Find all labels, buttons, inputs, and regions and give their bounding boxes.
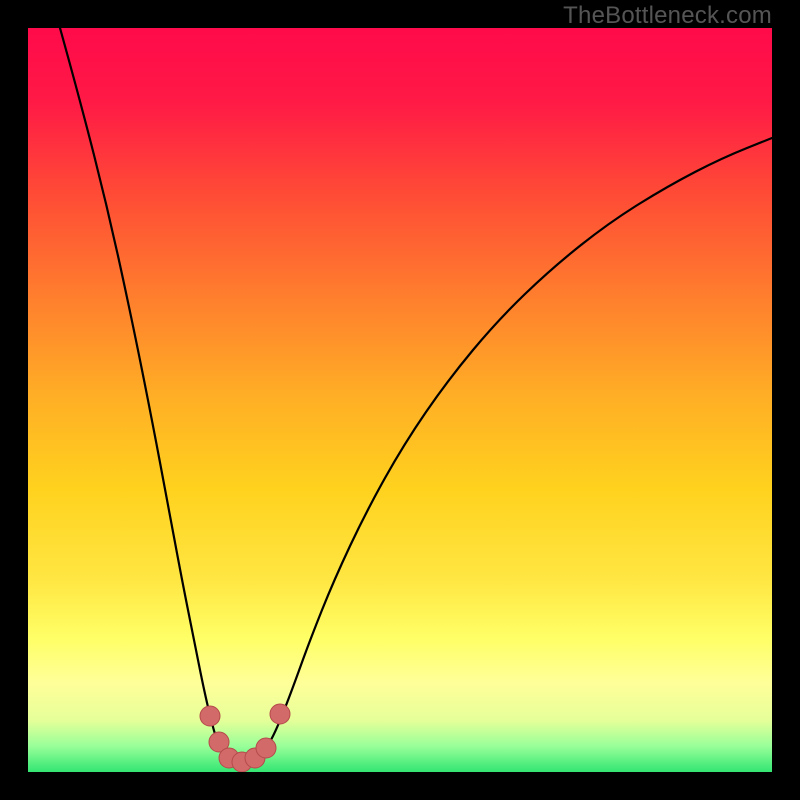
frame-border-bottom (0, 772, 800, 800)
frame-border-right (772, 0, 800, 800)
frame-border-left (0, 0, 28, 800)
v-curve-path (60, 28, 772, 764)
chart-frame: TheBottleneck.com (0, 0, 800, 800)
watermark-text: TheBottleneck.com (563, 2, 772, 30)
curve-marker (270, 704, 290, 724)
curve-layer (0, 0, 800, 800)
marker-group (200, 704, 290, 772)
curve-marker (200, 706, 220, 726)
curve-marker (256, 738, 276, 758)
